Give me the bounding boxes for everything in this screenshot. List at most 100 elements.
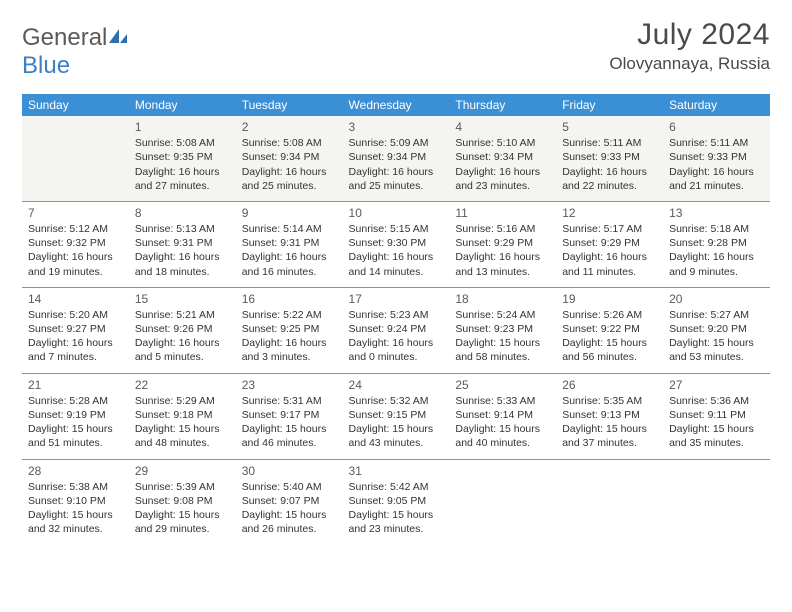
day-cell: 30Sunrise: 5:40 AMSunset: 9:07 PMDayligh… — [236, 459, 343, 544]
day-number: 16 — [242, 291, 337, 307]
day-cell: 6Sunrise: 5:11 AMSunset: 9:33 PMDaylight… — [663, 116, 770, 201]
day-cell: 15Sunrise: 5:21 AMSunset: 9:26 PMDayligh… — [129, 287, 236, 373]
weekday-header: Sunday — [22, 94, 129, 116]
day-number: 6 — [669, 119, 764, 135]
week-row: 28Sunrise: 5:38 AMSunset: 9:10 PMDayligh… — [22, 459, 770, 544]
day-info: Sunrise: 5:18 AMSunset: 9:28 PMDaylight:… — [669, 222, 764, 279]
header: GeneralBlue July 2024 Olovyannaya, Russi… — [22, 18, 770, 80]
weekday-header: Saturday — [663, 94, 770, 116]
weekday-header-row: SundayMondayTuesdayWednesdayThursdayFrid… — [22, 94, 770, 116]
day-cell: 28Sunrise: 5:38 AMSunset: 9:10 PMDayligh… — [22, 459, 129, 544]
weekday-header: Wednesday — [343, 94, 450, 116]
day-number: 17 — [349, 291, 444, 307]
day-info: Sunrise: 5:28 AMSunset: 9:19 PMDaylight:… — [28, 394, 123, 451]
weekday-header: Thursday — [449, 94, 556, 116]
day-number: 28 — [28, 463, 123, 479]
day-cell: 19Sunrise: 5:26 AMSunset: 9:22 PMDayligh… — [556, 287, 663, 373]
day-info: Sunrise: 5:08 AMSunset: 9:34 PMDaylight:… — [242, 136, 337, 193]
day-number: 20 — [669, 291, 764, 307]
day-cell: 23Sunrise: 5:31 AMSunset: 9:17 PMDayligh… — [236, 373, 343, 459]
day-cell: 24Sunrise: 5:32 AMSunset: 9:15 PMDayligh… — [343, 373, 450, 459]
day-info: Sunrise: 5:11 AMSunset: 9:33 PMDaylight:… — [562, 136, 657, 193]
empty-cell — [556, 459, 663, 544]
day-cell: 5Sunrise: 5:11 AMSunset: 9:33 PMDaylight… — [556, 116, 663, 201]
day-info: Sunrise: 5:16 AMSunset: 9:29 PMDaylight:… — [455, 222, 550, 279]
day-cell: 1Sunrise: 5:08 AMSunset: 9:35 PMDaylight… — [129, 116, 236, 201]
sail-icon — [107, 24, 129, 51]
day-info: Sunrise: 5:39 AMSunset: 9:08 PMDaylight:… — [135, 480, 230, 537]
title-block: July 2024 Olovyannaya, Russia — [609, 18, 770, 74]
week-row: 14Sunrise: 5:20 AMSunset: 9:27 PMDayligh… — [22, 287, 770, 373]
day-number: 19 — [562, 291, 657, 307]
day-info: Sunrise: 5:24 AMSunset: 9:23 PMDaylight:… — [455, 308, 550, 365]
day-number: 7 — [28, 205, 123, 221]
empty-cell — [449, 459, 556, 544]
day-cell: 9Sunrise: 5:14 AMSunset: 9:31 PMDaylight… — [236, 201, 343, 287]
weekday-header: Friday — [556, 94, 663, 116]
day-number: 15 — [135, 291, 230, 307]
brand-name-a: General — [22, 24, 107, 51]
day-cell: 14Sunrise: 5:20 AMSunset: 9:27 PMDayligh… — [22, 287, 129, 373]
day-info: Sunrise: 5:13 AMSunset: 9:31 PMDaylight:… — [135, 222, 230, 279]
week-row: 7Sunrise: 5:12 AMSunset: 9:32 PMDaylight… — [22, 201, 770, 287]
day-info: Sunrise: 5:14 AMSunset: 9:31 PMDaylight:… — [242, 222, 337, 279]
day-info: Sunrise: 5:33 AMSunset: 9:14 PMDaylight:… — [455, 394, 550, 451]
day-info: Sunrise: 5:31 AMSunset: 9:17 PMDaylight:… — [242, 394, 337, 451]
day-info: Sunrise: 5:40 AMSunset: 9:07 PMDaylight:… — [242, 480, 337, 537]
day-cell: 8Sunrise: 5:13 AMSunset: 9:31 PMDaylight… — [129, 201, 236, 287]
day-cell: 31Sunrise: 5:42 AMSunset: 9:05 PMDayligh… — [343, 459, 450, 544]
month-title: July 2024 — [609, 18, 770, 52]
day-info: Sunrise: 5:22 AMSunset: 9:25 PMDaylight:… — [242, 308, 337, 365]
day-number: 3 — [349, 119, 444, 135]
empty-cell — [663, 459, 770, 544]
location-label: Olovyannaya, Russia — [609, 54, 770, 74]
day-number: 12 — [562, 205, 657, 221]
day-info: Sunrise: 5:15 AMSunset: 9:30 PMDaylight:… — [349, 222, 444, 279]
day-cell: 18Sunrise: 5:24 AMSunset: 9:23 PMDayligh… — [449, 287, 556, 373]
day-number: 8 — [135, 205, 230, 221]
day-info: Sunrise: 5:26 AMSunset: 9:22 PMDaylight:… — [562, 308, 657, 365]
day-info: Sunrise: 5:27 AMSunset: 9:20 PMDaylight:… — [669, 308, 764, 365]
week-row: 21Sunrise: 5:28 AMSunset: 9:19 PMDayligh… — [22, 373, 770, 459]
day-number: 26 — [562, 377, 657, 393]
day-info: Sunrise: 5:35 AMSunset: 9:13 PMDaylight:… — [562, 394, 657, 451]
day-number: 22 — [135, 377, 230, 393]
day-cell: 10Sunrise: 5:15 AMSunset: 9:30 PMDayligh… — [343, 201, 450, 287]
day-info: Sunrise: 5:12 AMSunset: 9:32 PMDaylight:… — [28, 222, 123, 279]
day-number: 30 — [242, 463, 337, 479]
day-info: Sunrise: 5:23 AMSunset: 9:24 PMDaylight:… — [349, 308, 444, 365]
day-number: 23 — [242, 377, 337, 393]
day-number: 18 — [455, 291, 550, 307]
brand-name-b: Blue — [22, 52, 70, 79]
day-info: Sunrise: 5:20 AMSunset: 9:27 PMDaylight:… — [28, 308, 123, 365]
day-info: Sunrise: 5:38 AMSunset: 9:10 PMDaylight:… — [28, 480, 123, 537]
calendar-body: 1Sunrise: 5:08 AMSunset: 9:35 PMDaylight… — [22, 116, 770, 544]
day-info: Sunrise: 5:29 AMSunset: 9:18 PMDaylight:… — [135, 394, 230, 451]
day-cell: 13Sunrise: 5:18 AMSunset: 9:28 PMDayligh… — [663, 201, 770, 287]
day-cell: 17Sunrise: 5:23 AMSunset: 9:24 PMDayligh… — [343, 287, 450, 373]
weekday-header: Tuesday — [236, 94, 343, 116]
day-cell: 27Sunrise: 5:36 AMSunset: 9:11 PMDayligh… — [663, 373, 770, 459]
day-number: 4 — [455, 119, 550, 135]
weekday-header: Monday — [129, 94, 236, 116]
day-cell: 26Sunrise: 5:35 AMSunset: 9:13 PMDayligh… — [556, 373, 663, 459]
day-number: 1 — [135, 119, 230, 135]
day-info: Sunrise: 5:10 AMSunset: 9:34 PMDaylight:… — [455, 136, 550, 193]
day-number: 2 — [242, 119, 337, 135]
day-number: 27 — [669, 377, 764, 393]
day-number: 14 — [28, 291, 123, 307]
day-cell: 11Sunrise: 5:16 AMSunset: 9:29 PMDayligh… — [449, 201, 556, 287]
day-cell: 21Sunrise: 5:28 AMSunset: 9:19 PMDayligh… — [22, 373, 129, 459]
day-info: Sunrise: 5:32 AMSunset: 9:15 PMDaylight:… — [349, 394, 444, 451]
day-cell: 2Sunrise: 5:08 AMSunset: 9:34 PMDaylight… — [236, 116, 343, 201]
day-number: 29 — [135, 463, 230, 479]
day-info: Sunrise: 5:36 AMSunset: 9:11 PMDaylight:… — [669, 394, 764, 451]
day-info: Sunrise: 5:42 AMSunset: 9:05 PMDaylight:… — [349, 480, 444, 537]
day-info: Sunrise: 5:11 AMSunset: 9:33 PMDaylight:… — [669, 136, 764, 193]
day-cell: 12Sunrise: 5:17 AMSunset: 9:29 PMDayligh… — [556, 201, 663, 287]
brand-logo: GeneralBlue — [22, 18, 129, 80]
week-row: 1Sunrise: 5:08 AMSunset: 9:35 PMDaylight… — [22, 116, 770, 201]
day-number: 10 — [349, 205, 444, 221]
day-cell: 22Sunrise: 5:29 AMSunset: 9:18 PMDayligh… — [129, 373, 236, 459]
day-cell: 7Sunrise: 5:12 AMSunset: 9:32 PMDaylight… — [22, 201, 129, 287]
